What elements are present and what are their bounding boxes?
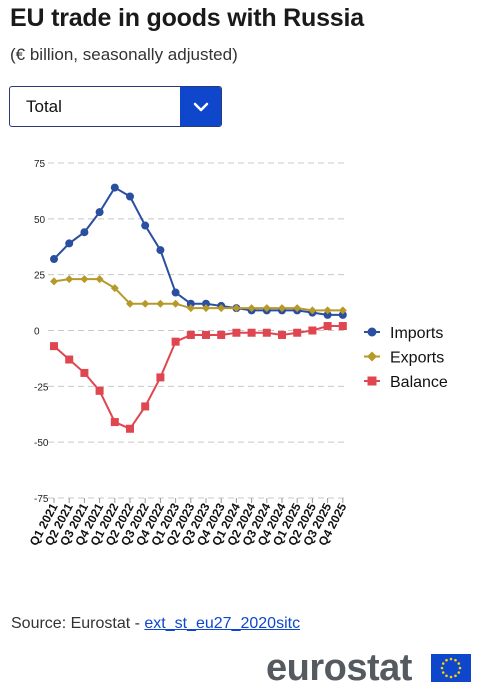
series-selector-value: Total — [26, 97, 62, 116]
chart-title: EU trade in goods with Russia — [10, 4, 364, 32]
imports-point — [202, 299, 210, 308]
imports-point — [171, 288, 180, 297]
series-selector[interactable]: Total — [9, 86, 222, 127]
exports-point — [293, 304, 302, 313]
balance-point — [262, 328, 271, 337]
balance-point — [126, 424, 134, 433]
flag-star — [445, 674, 448, 678]
balance-point — [202, 330, 210, 339]
flag-star — [457, 671, 461, 674]
imports-legend-marker — [367, 327, 377, 337]
exports-point — [80, 275, 89, 284]
balance-point — [141, 402, 150, 411]
exports-point — [217, 304, 226, 313]
eurostat-logo: eurostat — [266, 647, 412, 689]
exports-legend-marker — [367, 351, 377, 362]
balance-point — [338, 322, 347, 331]
balance-point — [95, 386, 104, 395]
exports-point — [95, 275, 104, 284]
imports-point — [65, 239, 74, 248]
chart-subtitle: (€ billion, seasonally adjusted) — [10, 45, 238, 64]
balance-point — [323, 322, 332, 331]
balance-point — [110, 418, 119, 427]
source-note: Source: Eurostat - ext_st_eu27_2020sitc — [11, 615, 300, 633]
exports-point — [156, 299, 165, 308]
balance-line — [53, 325, 343, 431]
flag-star — [458, 666, 462, 670]
y-tick-label: -25 — [34, 382, 49, 393]
imports-line — [53, 186, 343, 316]
exports-legend-label: Exports — [390, 350, 444, 367]
balance-point — [308, 326, 317, 335]
balance-legend-marker — [367, 376, 377, 386]
flag-star — [441, 671, 445, 674]
balance-point — [293, 328, 302, 337]
exports-point — [247, 304, 256, 313]
imports-point — [186, 299, 195, 308]
imports-point — [50, 255, 58, 264]
imports-point — [323, 310, 332, 319]
balance-legend-label: Balance — [390, 374, 448, 391]
imports-point — [338, 310, 347, 319]
exports-point — [65, 275, 74, 284]
exports-point — [278, 304, 286, 313]
balance-point — [247, 328, 256, 337]
imports-point — [80, 228, 89, 237]
exports-point — [338, 306, 347, 315]
y-tick-label: 75 — [34, 159, 46, 170]
balance-point — [65, 355, 74, 364]
imports-point — [126, 192, 134, 201]
y-tick-label: 0 — [34, 327, 40, 338]
flag-star — [449, 675, 453, 679]
exports-point — [171, 299, 180, 308]
y-tick-label: 50 — [34, 215, 46, 226]
balance-point — [232, 328, 241, 337]
y-tick-label: 25 — [34, 271, 46, 282]
balance-point — [278, 330, 286, 339]
flag-star — [441, 662, 445, 665]
exports-point — [110, 284, 119, 293]
balance-point — [80, 368, 89, 377]
exports-point — [126, 299, 134, 308]
flag-star — [445, 658, 448, 662]
flag-star — [449, 657, 453, 661]
y-tick-label: -50 — [34, 438, 49, 449]
flag-star — [457, 662, 461, 665]
balance-point — [217, 330, 226, 339]
flag-star — [440, 666, 444, 670]
exports-point — [232, 304, 241, 313]
imports-point — [110, 183, 119, 192]
exports-point — [141, 299, 150, 308]
chevron-down-icon[interactable] — [180, 87, 221, 126]
exports-point — [202, 304, 210, 313]
exports-point — [50, 277, 58, 286]
source-link[interactable]: ext_st_eu27_2020sitc — [144, 615, 301, 632]
source-prefix: Source: Eurostat - — [11, 615, 145, 632]
eu-flag-icon — [431, 654, 471, 682]
flag-star — [454, 674, 457, 678]
exports-point — [308, 306, 317, 315]
balance-point — [186, 330, 195, 339]
exports-point — [262, 304, 271, 313]
imports-point — [95, 208, 104, 217]
exports-point — [323, 306, 332, 315]
balance-point — [156, 373, 165, 382]
balance-point — [50, 342, 58, 351]
imports-point — [141, 221, 150, 230]
flag-star — [454, 658, 457, 662]
imports-legend-label: Imports — [390, 325, 443, 342]
balance-point — [171, 337, 180, 346]
exports-point — [186, 304, 195, 313]
imports-point — [156, 246, 165, 255]
exports-line — [53, 278, 343, 312]
y-tick-label: -75 — [34, 494, 49, 505]
